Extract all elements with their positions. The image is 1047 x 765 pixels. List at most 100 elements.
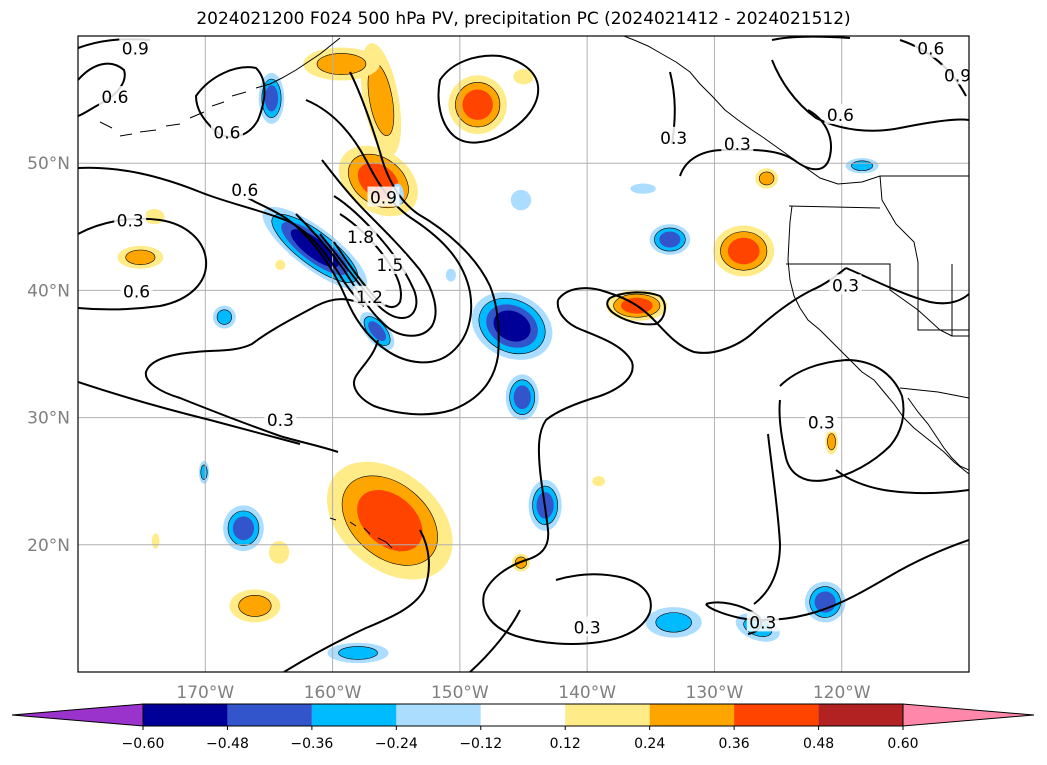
colorbar-outline xyxy=(142,703,904,727)
latitude-tick-label: 40°N xyxy=(27,281,70,301)
pv-contour xyxy=(835,469,969,494)
contour-label-bg xyxy=(344,225,377,246)
longitude-tick-label: 150°W xyxy=(431,683,489,703)
precip-negative-anomaly xyxy=(510,189,532,211)
state-border-id xyxy=(879,175,969,331)
contour-label-bg xyxy=(746,611,779,632)
colorbar-tick-label: 0.36 xyxy=(719,736,750,752)
precip-positive-anomaly xyxy=(513,69,534,85)
precip-positive-anomaly xyxy=(144,208,165,225)
precip-positive-anomaly xyxy=(825,429,838,455)
contour-label: 0.6 xyxy=(827,106,854,126)
pv-contour xyxy=(349,71,500,416)
pv-contour xyxy=(525,299,634,561)
contour-label: 0.6 xyxy=(123,283,150,303)
pv-contour xyxy=(705,539,969,621)
colorbar-tick-label: 0.12 xyxy=(550,736,581,752)
precip-negative-anomaly xyxy=(649,224,691,255)
colorbar-extend-high xyxy=(902,703,1035,727)
precip-positive-anomaly xyxy=(275,259,286,271)
precip-negative-anomaly xyxy=(804,581,846,623)
colorbar-tick-label: 0.60 xyxy=(887,736,918,752)
contour-label: 1.2 xyxy=(356,288,383,308)
contour-label-bg xyxy=(210,121,243,142)
precip-positive-anomaly xyxy=(229,589,281,623)
contour-label-bg xyxy=(228,178,261,199)
colorbar-tick-label: −0.24 xyxy=(375,736,418,752)
pv-contour xyxy=(679,109,832,177)
pv-contour xyxy=(437,54,540,144)
longitude-tick-label: 160°W xyxy=(304,683,362,703)
latitude-tick-label: 50°N xyxy=(27,154,70,174)
contour-label-bg xyxy=(941,64,969,85)
contour-label-bg xyxy=(829,274,862,295)
precip-positive-anomaly xyxy=(327,461,453,580)
contour-label-bg xyxy=(373,253,406,274)
pv-contour xyxy=(771,36,851,41)
map-frame xyxy=(77,35,970,673)
pv-contour xyxy=(295,159,437,337)
colorbar-extend-low xyxy=(11,703,144,727)
contour-label-bg xyxy=(98,86,131,107)
pv-contour xyxy=(283,529,430,672)
colorbar-swatch xyxy=(480,704,566,726)
colorbar-tick-label: 0.24 xyxy=(634,736,665,752)
pv-contour xyxy=(557,267,847,354)
contour-label: 0.9 xyxy=(370,189,397,209)
axis-tick-labels: 170°W 160°W 150°W 140°W 130°W 120°W 20°N 30°N 40… xyxy=(27,154,871,703)
north-america-coastline xyxy=(623,36,969,475)
contour-label: 1.5 xyxy=(376,256,403,276)
precip-negative-anomaly xyxy=(845,158,879,174)
contour-label: 0.6 xyxy=(213,124,240,144)
latitude-tick-label: 30°N xyxy=(27,409,70,429)
precip-negative-anomaly xyxy=(327,642,389,664)
precip-positive-anomaly xyxy=(117,245,164,269)
precip-negative-anomaly xyxy=(223,505,264,552)
colorbar: −0.60 −0.48 −0.36 −0.24 −0.12 0.12 0.24 0.36 0.4… xyxy=(11,703,1035,752)
pv-contour xyxy=(194,66,266,138)
contour-label: 0.3 xyxy=(749,613,776,633)
colorbar-swatch xyxy=(565,704,650,726)
contour-label-bg xyxy=(119,37,152,58)
pv-contour xyxy=(469,609,521,672)
colorbar-tick-label: −0.12 xyxy=(459,736,502,752)
state-border-wa-or xyxy=(788,205,881,209)
pv-contour xyxy=(78,381,301,445)
mexico-border xyxy=(899,387,969,399)
longitude-tick-label: 170°W xyxy=(176,683,234,703)
pv-contour xyxy=(753,433,782,605)
precip-positive-anomaly xyxy=(151,533,160,549)
baja-coastline xyxy=(907,397,969,471)
contour-label: 1.8 xyxy=(347,228,374,248)
contour-label-bg xyxy=(114,209,147,230)
contour-label: 0.3 xyxy=(267,411,294,431)
precip-negative-anomaly xyxy=(262,206,368,291)
precip-negative-anomaly xyxy=(645,607,702,638)
colorbar-swatch xyxy=(649,704,735,726)
precip-negative-anomaly xyxy=(359,312,395,351)
precip-positive-anomaly xyxy=(755,168,779,189)
colorbar-tick-label: −0.48 xyxy=(206,736,249,752)
aleutian-chain xyxy=(99,37,341,137)
precip-positive-anomaly xyxy=(592,476,605,487)
contour-label-bg xyxy=(353,285,386,306)
coastlines xyxy=(99,36,969,549)
contour-label: 0.9 xyxy=(122,40,149,60)
pv-contour xyxy=(482,559,652,645)
colorbar-swatch xyxy=(818,704,903,726)
contour-label-bg xyxy=(264,409,297,430)
contour-label: 0.3 xyxy=(808,414,835,434)
colorbar-tick-label: 0.48 xyxy=(803,736,834,752)
plot-title: 2024021200 F024 500 hPa PV, precipitatio… xyxy=(196,9,851,29)
contour-label-bg xyxy=(367,186,400,207)
precip-negative-anomaly xyxy=(258,72,285,124)
pv-contour xyxy=(778,358,905,482)
pv-contour xyxy=(247,99,473,364)
colorbar-swatch xyxy=(227,704,312,726)
colorbar-tick-label: −0.36 xyxy=(290,736,333,752)
precip-negative-anomaly xyxy=(505,374,539,421)
contour-label-bg xyxy=(824,103,857,124)
contour-label-bg xyxy=(657,126,690,147)
contour-label-bg xyxy=(571,616,604,637)
